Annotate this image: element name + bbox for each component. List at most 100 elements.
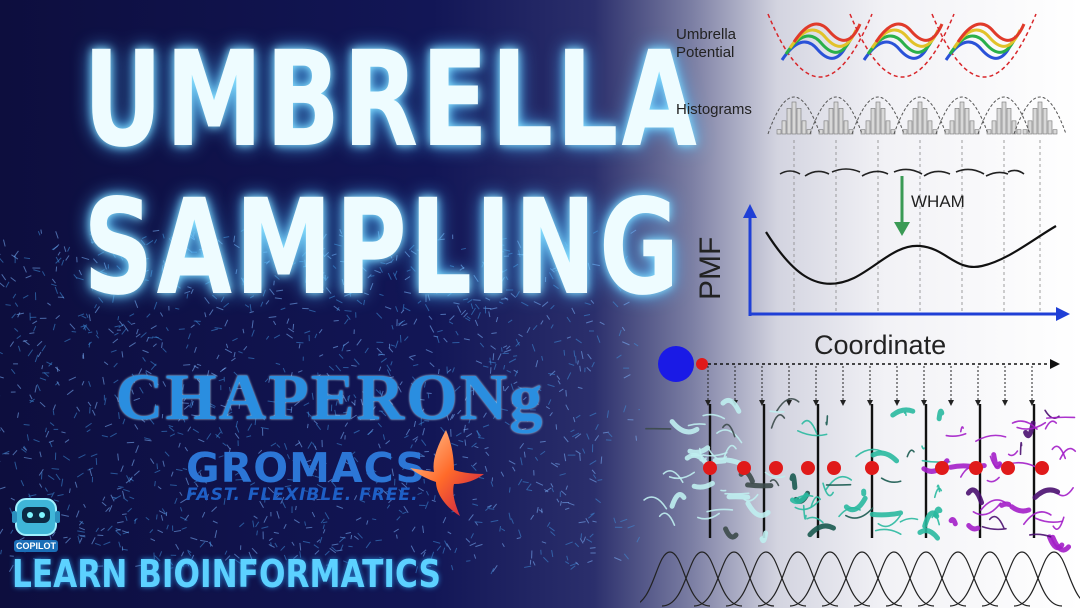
protein-ribbon [801,419,818,434]
water-molecule [74,481,78,488]
histogram-bar [949,120,955,135]
protein-ribbon [687,445,711,455]
protein-ribbon [743,493,759,502]
water-molecule [624,255,629,261]
water-molecule [549,370,556,376]
histogram-bar [885,120,891,135]
water-molecule [246,389,252,392]
water-molecule [261,229,269,235]
water-molecule [48,440,54,443]
water-molecule [346,349,351,352]
water-molecule [39,401,46,408]
water-molecule [229,405,232,411]
water-molecule [356,254,360,261]
water-molecule [521,301,529,307]
histogram-gaussian [893,96,947,135]
water-molecule [531,262,535,271]
water-molecule [52,410,55,416]
water-molecule [9,507,13,514]
protein-ribbon [702,413,726,420]
water-molecule [142,357,146,362]
water-molecule [164,451,170,457]
water-molecule [303,402,310,407]
water-molecule [587,353,592,360]
water-molecule [235,420,239,428]
water-molecule [162,347,167,353]
water-molecule [484,395,491,400]
water-molecule [0,528,4,535]
water-molecule [616,285,622,292]
water-molecule [55,231,59,239]
water-molecule [555,463,560,465]
water-molecule [627,524,635,529]
water-molecule [180,507,183,512]
water-molecule [432,287,436,294]
water-molecule [357,532,363,539]
water-molecule [565,404,569,411]
water-molecule [118,541,121,548]
water-molecule [501,408,508,412]
water-molecule [283,523,287,529]
water-molecule [472,462,477,467]
water-molecule [510,383,514,391]
water-molecule [290,372,293,378]
water-molecule [0,429,1,432]
water-molecule [575,450,581,455]
water-molecule [41,365,44,370]
water-molecule [250,561,256,567]
water-molecule [245,391,250,400]
water-molecule [384,306,392,310]
histogram-bar [927,120,933,135]
water-molecule [141,269,149,274]
protein-ribbon [668,471,696,480]
water-molecule [497,353,502,361]
water-molecule [34,385,38,393]
water-molecule [504,385,510,392]
water-molecule [376,312,383,319]
water-molecule [110,432,117,438]
water-molecule [114,325,121,328]
water-molecule [243,345,248,351]
water-molecule [331,546,337,552]
water-molecule [185,477,190,486]
water-molecule [224,286,231,289]
water-molecule [129,280,135,286]
umbrella-protein-ribbon [788,28,858,49]
water-molecule [346,275,353,279]
water-molecule [60,478,64,487]
water-molecule [587,262,591,270]
pmf-y-arrowhead [743,204,757,218]
water-molecule [145,371,149,379]
water-molecule [347,395,351,402]
water-molecule [175,468,183,472]
water-molecule [475,521,479,526]
water-molecule [124,253,130,261]
water-molecule [49,422,55,427]
water-molecule [2,450,10,455]
water-molecule [344,422,349,427]
water-molecule [190,288,194,294]
water-molecule [392,272,398,280]
water-molecule [454,385,461,392]
water-molecule [547,234,553,237]
water-molecule [556,498,560,503]
water-molecule [215,431,222,438]
water-molecule [379,390,383,396]
water-molecule [220,404,228,409]
water-molecule [0,486,6,490]
water-molecule [127,320,132,325]
water-molecule [324,550,330,556]
water-molecule [200,539,209,543]
water-molecule [168,238,174,245]
water-molecule [205,280,212,285]
water-molecule [355,517,362,521]
water-molecule [545,406,551,410]
water-molecule [413,318,418,325]
water-molecule [326,372,330,377]
water-molecule [273,334,281,339]
coordinate-arrowhead [1050,359,1060,369]
water-molecule [114,394,119,400]
water-molecule [282,367,286,373]
protein-ribbon [1016,421,1047,430]
water-molecule [375,253,378,258]
